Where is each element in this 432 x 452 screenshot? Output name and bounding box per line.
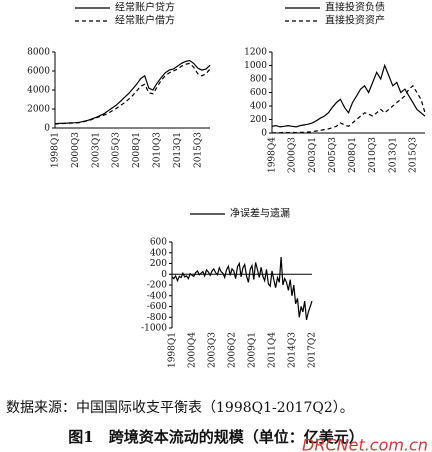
x-tick-label: 2005Q3 xyxy=(112,132,122,168)
watermark: DRCNet.com.cn xyxy=(302,436,428,452)
x-tick-label: 2000Q4 xyxy=(188,332,198,368)
x-tick-label: 1998Q1 xyxy=(51,132,61,168)
x-tick-label: 2008Q1 xyxy=(348,137,358,173)
x-tick-label: 2013Q1 xyxy=(388,137,398,173)
x-tick-label: 2003Q1 xyxy=(308,137,318,173)
legend-label: 直接投资负债 xyxy=(325,1,385,14)
x-tick-label: 2011Q4 xyxy=(268,332,278,368)
y-tick-label: -600 xyxy=(147,302,167,312)
y-tick-label: 600 xyxy=(250,88,267,98)
x-tick-label: 2017Q2 xyxy=(308,332,318,368)
x-tick-label: 2003Q1 xyxy=(91,132,101,168)
series-line xyxy=(54,59,211,125)
y-tick-label: 2000 xyxy=(27,105,50,115)
x-tick-label: 2000Q3 xyxy=(288,137,298,173)
figure-caption: 图1 跨境资本流动的规模（单位：亿美元） xyxy=(68,428,363,446)
y-tick-label: 4000 xyxy=(27,86,50,96)
series-line xyxy=(171,257,313,321)
y-tick-label: -400 xyxy=(147,291,167,301)
legend-label: 经常账户借方 xyxy=(115,14,175,27)
legend-label: 净误差与遗漏 xyxy=(230,207,290,220)
y-tick-label: -1000 xyxy=(141,324,167,334)
x-tick-label: 2008Q1 xyxy=(132,132,142,168)
y-tick-label: -800 xyxy=(147,313,167,323)
x-tick-label: 2010Q3 xyxy=(368,137,378,173)
legend-label: 直接投资资产 xyxy=(325,14,385,27)
y-tick-label: 200 xyxy=(150,259,167,269)
x-tick-label: 2015Q3 xyxy=(193,132,203,168)
y-tick-label: 0 xyxy=(44,124,50,134)
x-tick-label: 1998Q1 xyxy=(168,332,178,368)
series-line xyxy=(54,62,211,125)
x-tick-label: 2015Q3 xyxy=(408,137,418,173)
y-tick-label: 600 xyxy=(150,238,167,248)
x-tick-label: 1998Q4 xyxy=(268,137,278,173)
y-tick-label: 800 xyxy=(250,75,267,85)
x-tick-label: 2009Q1 xyxy=(248,332,258,368)
y-tick-label: 6000 xyxy=(27,67,50,77)
y-tick-label: 400 xyxy=(150,248,167,258)
y-tick-label: 200 xyxy=(250,115,267,125)
x-tick-label: 2000Q3 xyxy=(71,132,81,168)
y-tick-label: 400 xyxy=(250,102,267,112)
x-tick-label: 2003Q3 xyxy=(208,332,218,368)
x-tick-label: 2006Q2 xyxy=(228,332,238,368)
y-tick-label: 0 xyxy=(261,129,267,139)
y-tick-label: 0 xyxy=(161,270,167,280)
series-line xyxy=(271,84,426,134)
y-tick-label: 1200 xyxy=(244,48,267,58)
x-tick-label: 2005Q3 xyxy=(328,137,338,173)
x-tick-label: 2013Q1 xyxy=(173,132,183,168)
legend-label: 经常账户贷方 xyxy=(115,1,175,14)
x-tick-label: 2010Q3 xyxy=(152,132,162,168)
y-tick-label: 1000 xyxy=(244,61,267,71)
x-tick-label: 2014Q3 xyxy=(288,332,298,368)
series-line xyxy=(271,63,426,128)
y-tick-label: 8000 xyxy=(27,48,50,58)
source-note: 数据来源：中国国际收支平衡表（1998Q1-2017Q2）。 xyxy=(6,400,354,416)
y-tick-label: -200 xyxy=(147,281,167,291)
